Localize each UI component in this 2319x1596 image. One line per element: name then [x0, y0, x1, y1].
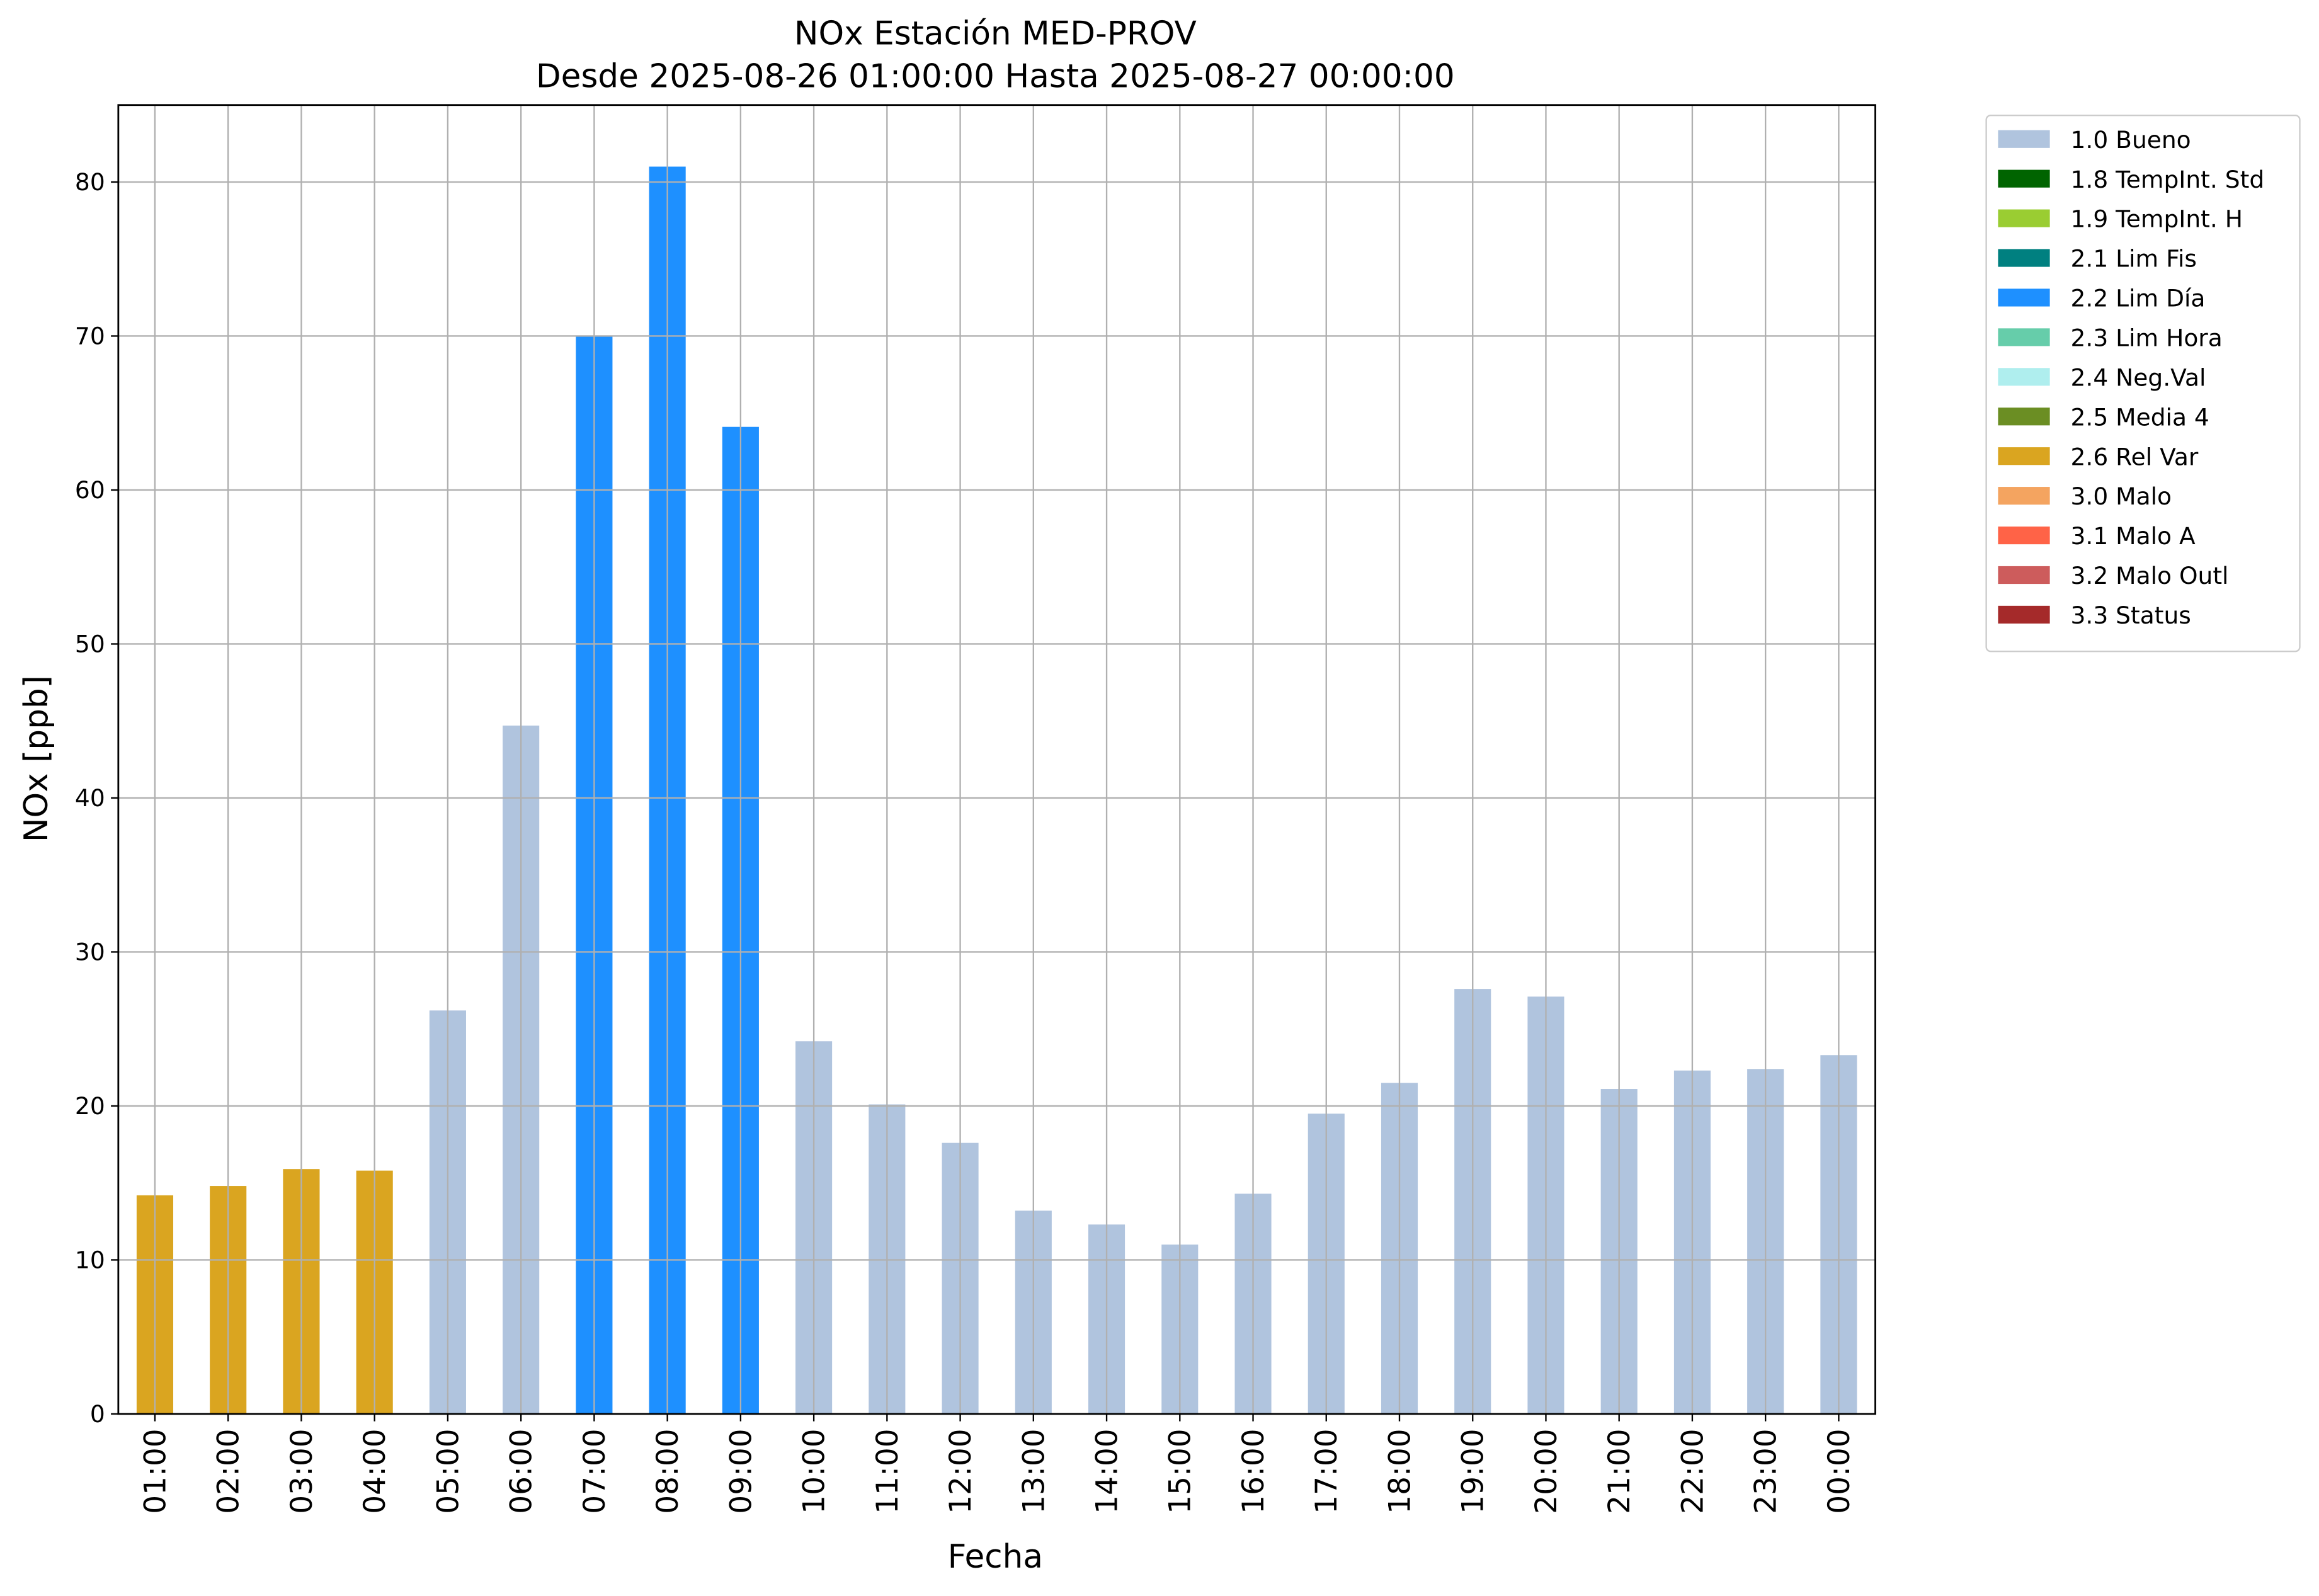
legend-label: 2.5 Media 4	[2071, 403, 2209, 431]
y-tick-label: 40	[75, 784, 105, 812]
x-tick-label: 02:00	[212, 1428, 246, 1513]
y-tick-label: 10	[75, 1246, 105, 1274]
legend-swatch	[1998, 408, 2050, 426]
legend-label: 2.4 Neg.Val	[2071, 363, 2206, 391]
y-tick-label: 20	[75, 1092, 105, 1120]
y-axis-label: NOx [ppb]	[18, 675, 55, 842]
x-tick-label: 23:00	[1749, 1428, 1784, 1513]
x-tick-label: 17:00	[1309, 1428, 1344, 1513]
legend-label: 2.2 Lim Día	[2071, 285, 2206, 312]
x-tick-label: 20:00	[1529, 1428, 1564, 1513]
legend-swatch	[1998, 487, 2050, 505]
x-tick-label: 04:00	[358, 1428, 392, 1513]
x-tick-label: 09:00	[724, 1428, 758, 1513]
y-tick-label: 80	[75, 168, 105, 196]
x-tick-label: 18:00	[1382, 1428, 1417, 1513]
x-tick-label: 10:00	[797, 1428, 832, 1513]
x-axis-label: Fecha	[948, 1538, 1043, 1576]
legend-label: 1.9 TempInt. H	[2071, 205, 2243, 233]
y-tick-label: 30	[75, 938, 105, 966]
x-tick-label: 08:00	[651, 1428, 685, 1513]
legend-label: 2.3 Lim Hora	[2071, 324, 2223, 352]
x-tick-label: 00:00	[1822, 1428, 1857, 1513]
legend-label: 3.1 Malo A	[2071, 522, 2196, 550]
y-tick-label: 50	[75, 630, 105, 658]
y-tick-label: 70	[75, 322, 105, 350]
legend-swatch	[1998, 526, 2050, 545]
legend-swatch	[1998, 566, 2050, 584]
x-tick-label: 13:00	[1017, 1428, 1051, 1513]
legend-swatch	[1998, 605, 2050, 624]
chart-title: NOx Estación MED-PROV	[794, 14, 1197, 52]
x-tick-label: 06:00	[504, 1428, 539, 1513]
legend-swatch	[1998, 249, 2050, 267]
x-tick-label: 03:00	[285, 1428, 319, 1513]
x-tick-label: 15:00	[1163, 1428, 1198, 1513]
y-tick-label: 0	[90, 1400, 105, 1428]
y-tick-label: 60	[75, 476, 105, 504]
x-tick-label: 11:00	[870, 1428, 905, 1513]
legend-swatch	[1998, 209, 2050, 227]
legend-frame	[1985, 115, 2301, 653]
plot-frame	[117, 104, 1876, 1415]
chart-subtitle: Desde 2025-08-26 01:00:00 Hasta 2025-08-…	[536, 58, 1455, 96]
legend-label: 3.3 Status	[2071, 601, 2191, 629]
legend-swatch	[1998, 130, 2050, 148]
x-tick-label: 07:00	[578, 1428, 612, 1513]
x-tick-label: 01:00	[138, 1428, 173, 1513]
x-tick-label: 21:00	[1602, 1428, 1637, 1513]
x-tick-label: 14:00	[1090, 1428, 1124, 1513]
x-tick-label: 12:00	[943, 1428, 978, 1513]
legend-label: 1.0 Bueno	[2071, 126, 2191, 154]
legend-label: 2.1 Lim Fis	[2071, 245, 2197, 273]
legend-swatch	[1998, 447, 2050, 465]
legend-swatch	[1998, 288, 2050, 307]
legend-label: 2.6 Rel Var	[2071, 443, 2199, 470]
legend-label: 3.2 Malo Outl	[2071, 562, 2229, 590]
x-tick-label: 22:00	[1675, 1428, 1710, 1513]
legend-label: 3.0 Malo	[2071, 482, 2172, 510]
legend-swatch	[1998, 328, 2050, 346]
x-tick-label: 19:00	[1456, 1428, 1491, 1513]
legend-swatch	[1998, 368, 2050, 386]
x-tick-label: 16:00	[1236, 1428, 1271, 1513]
legend-swatch	[1998, 169, 2050, 188]
legend-label: 1.8 TempInt. Std	[2071, 166, 2265, 193]
x-tick-label: 05:00	[431, 1428, 465, 1513]
